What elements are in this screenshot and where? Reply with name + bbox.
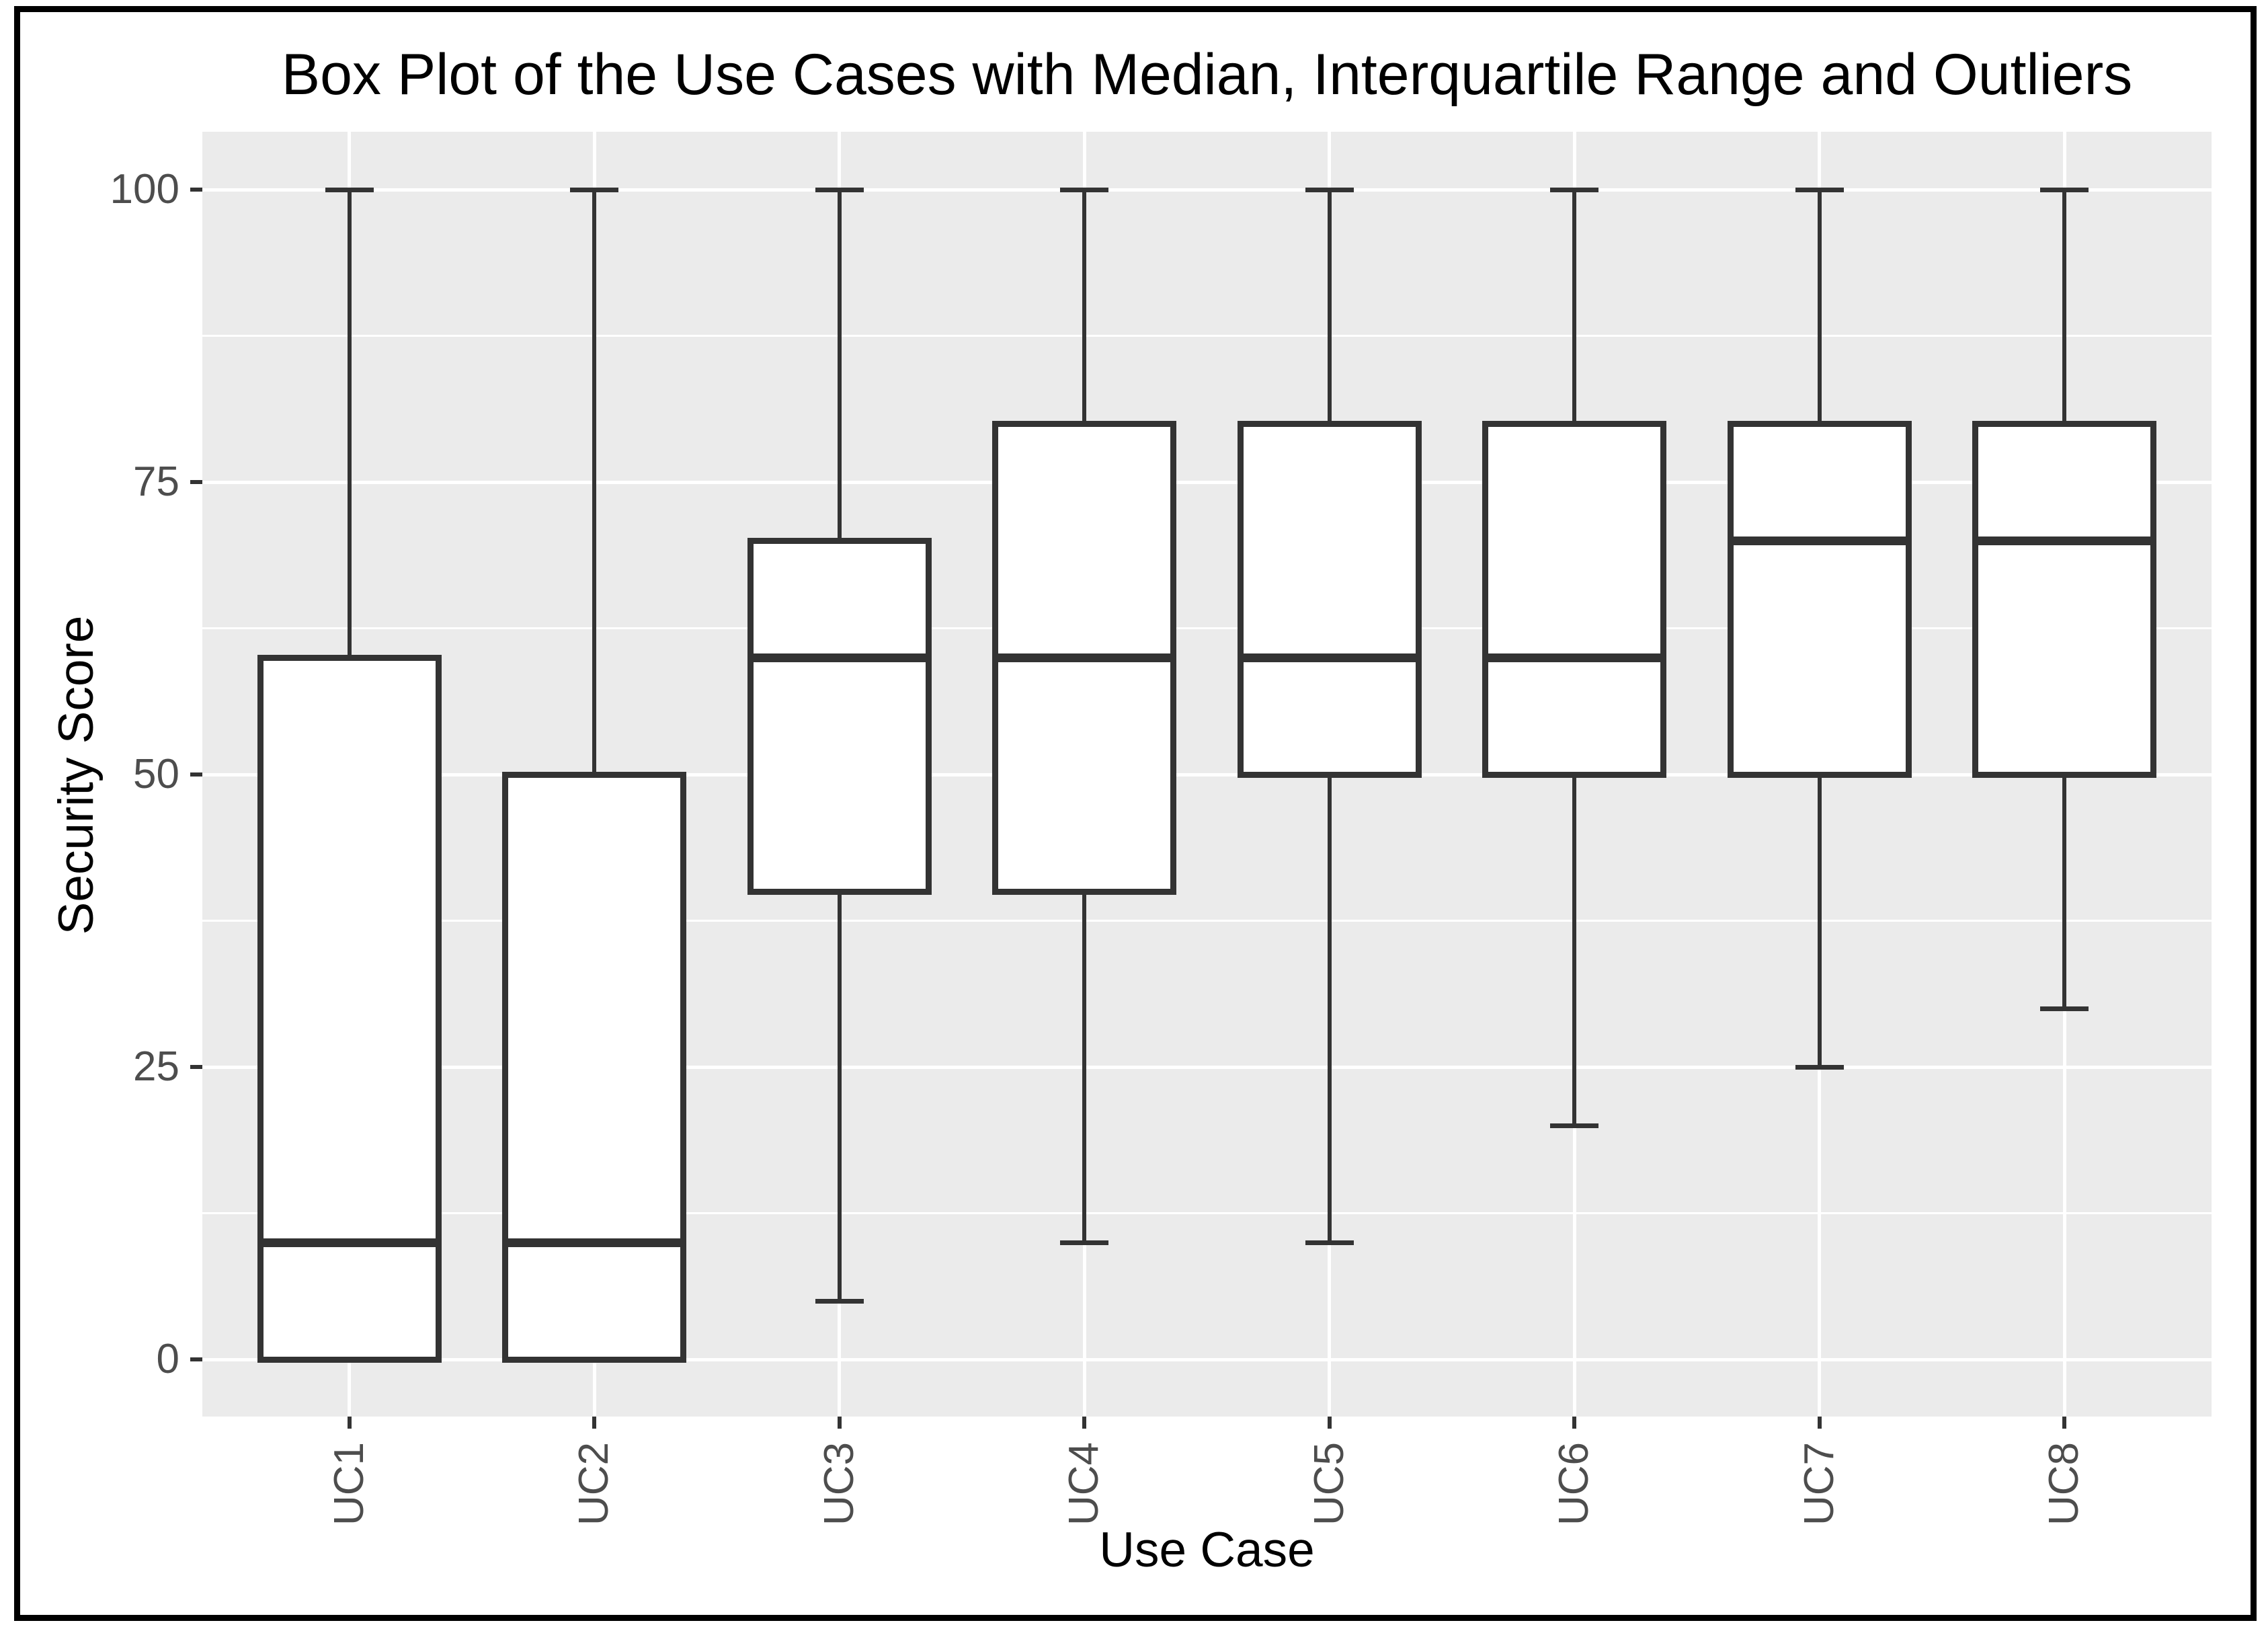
whisker-cap-min [1305, 1240, 1354, 1245]
box-rect-UC7 [1727, 420, 1912, 778]
box-rect-UC3 [747, 537, 932, 895]
whisker-lower [2062, 774, 2067, 1008]
box-rect-UC6 [1482, 420, 1667, 778]
x-tick [592, 1417, 597, 1429]
y-tick-label: 0 [156, 1336, 179, 1382]
whisker-cap-max [2040, 187, 2089, 192]
y-tick [190, 1065, 202, 1069]
whisker-cap-max [325, 187, 374, 192]
y-tick [190, 480, 202, 484]
box-rect-UC8 [1972, 420, 2157, 778]
x-tick [837, 1417, 842, 1429]
y-tick [190, 1357, 202, 1361]
whisker-upper [2062, 190, 2067, 424]
median-line-UC1 [257, 1238, 442, 1247]
box-rect-UC5 [1237, 420, 1422, 778]
median-line-UC2 [502, 1238, 687, 1247]
whisker-upper [1327, 190, 1332, 424]
whisker-lower [1572, 774, 1577, 1125]
y-tick-label: 100 [110, 166, 179, 212]
x-tick [1327, 1417, 1332, 1429]
x-tick [1082, 1417, 1087, 1429]
y-tick-label: 50 [133, 751, 179, 797]
x-tick [1817, 1417, 1822, 1429]
median-line-UC5 [1237, 653, 1422, 662]
y-tick [190, 772, 202, 777]
whisker-lower [837, 891, 842, 1301]
whisker-cap-max [1550, 187, 1599, 192]
x-tick [347, 1417, 352, 1429]
h-gridline-major [202, 1357, 2212, 1361]
h-gridline-minor [202, 335, 2212, 337]
box-rect-UC2 [502, 771, 687, 1363]
whisker-cap-min [1795, 1064, 1844, 1070]
h-gridline-minor [202, 1212, 2212, 1214]
whisker-cap-min [815, 1298, 864, 1304]
whisker-upper [1817, 190, 1822, 424]
y-tick [190, 188, 202, 192]
y-tick-label: 75 [133, 459, 179, 505]
median-line-UC4 [992, 653, 1177, 662]
h-gridline-major [202, 772, 2212, 777]
median-line-UC8 [1972, 536, 2157, 545]
y-tick-label: 25 [133, 1043, 179, 1090]
whisker-lower [1327, 774, 1332, 1242]
h-gridline-minor [202, 920, 2212, 922]
h-gridline-minor [202, 627, 2212, 629]
whisker-cap-min [1550, 1123, 1599, 1128]
h-gridline-major [202, 480, 2212, 484]
x-tick [1572, 1417, 1577, 1429]
whisker-upper [1082, 190, 1087, 424]
whisker-cap-max [815, 187, 864, 192]
median-line-UC3 [747, 653, 932, 662]
whisker-lower [1817, 774, 1822, 1067]
figure-border [14, 6, 2257, 1621]
whisker-cap-max [1060, 187, 1109, 192]
whisker-upper [837, 190, 842, 541]
whisker-cap-max [570, 187, 619, 192]
x-axis-title: Use Case [1099, 1523, 1315, 1577]
chart-title: Box Plot of the Use Cases with Median, I… [281, 42, 2133, 107]
whisker-lower [1082, 891, 1087, 1242]
whisker-cap-max [1305, 187, 1354, 192]
whisker-upper [1572, 190, 1577, 424]
h-gridline-major [202, 1065, 2212, 1069]
whisker-upper [347, 190, 352, 658]
whisker-cap-min [2040, 1006, 2089, 1011]
h-gridline-major [202, 188, 2212, 192]
whisker-cap-max [1795, 187, 1844, 192]
median-line-UC6 [1482, 653, 1667, 662]
whisker-upper [592, 190, 597, 774]
median-line-UC7 [1727, 536, 1912, 545]
x-tick [2062, 1417, 2067, 1429]
whisker-cap-min [1060, 1240, 1109, 1245]
